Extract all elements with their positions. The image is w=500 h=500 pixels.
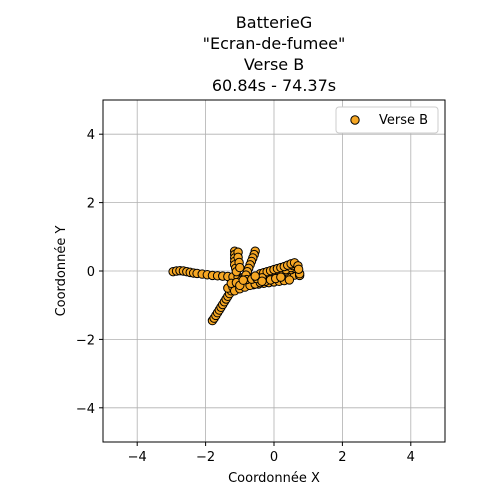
y-tick-label: −4 (76, 402, 95, 417)
chart-title-line: 60.84s - 74.37s (212, 76, 336, 95)
data-points (168, 246, 305, 326)
y-tick-label: −2 (76, 333, 95, 348)
x-tick-label: −4 (128, 450, 147, 465)
axis-ticks: −4 −2 0 2 4 −4 −2 0 2 4 (76, 128, 415, 465)
legend-label: Verse B (379, 113, 428, 128)
chart-title-line: Verse B (244, 55, 304, 74)
legend-marker (350, 115, 360, 125)
data-point (284, 275, 295, 285)
x-tick-label: −2 (196, 450, 215, 465)
chart-title: BatterieG "Ecran-de-fumee" Verse B 60.84s -… (203, 13, 346, 95)
x-tick-label: 2 (338, 450, 346, 465)
chart-title-line: "Ecran-de-fumee" (203, 34, 346, 53)
y-tick-label: 0 (87, 265, 95, 280)
data-point (276, 272, 286, 282)
legend-box (335, 106, 439, 134)
data-point (293, 264, 304, 274)
data-point (235, 262, 245, 273)
y-axis-label: Coordonnée Y (54, 226, 69, 317)
x-axis-label: Coordonnée X (228, 471, 320, 486)
y-tick-label: 2 (87, 197, 95, 212)
data-point (250, 271, 260, 281)
data-point (257, 276, 267, 286)
data-point (238, 275, 248, 285)
x-tick-label: 4 (407, 450, 415, 465)
legend: Verse B (335, 106, 439, 134)
y-tick-label: 4 (87, 128, 95, 143)
x-tick-label: 0 (270, 450, 278, 465)
chart-title-line: BatterieG (236, 13, 312, 32)
